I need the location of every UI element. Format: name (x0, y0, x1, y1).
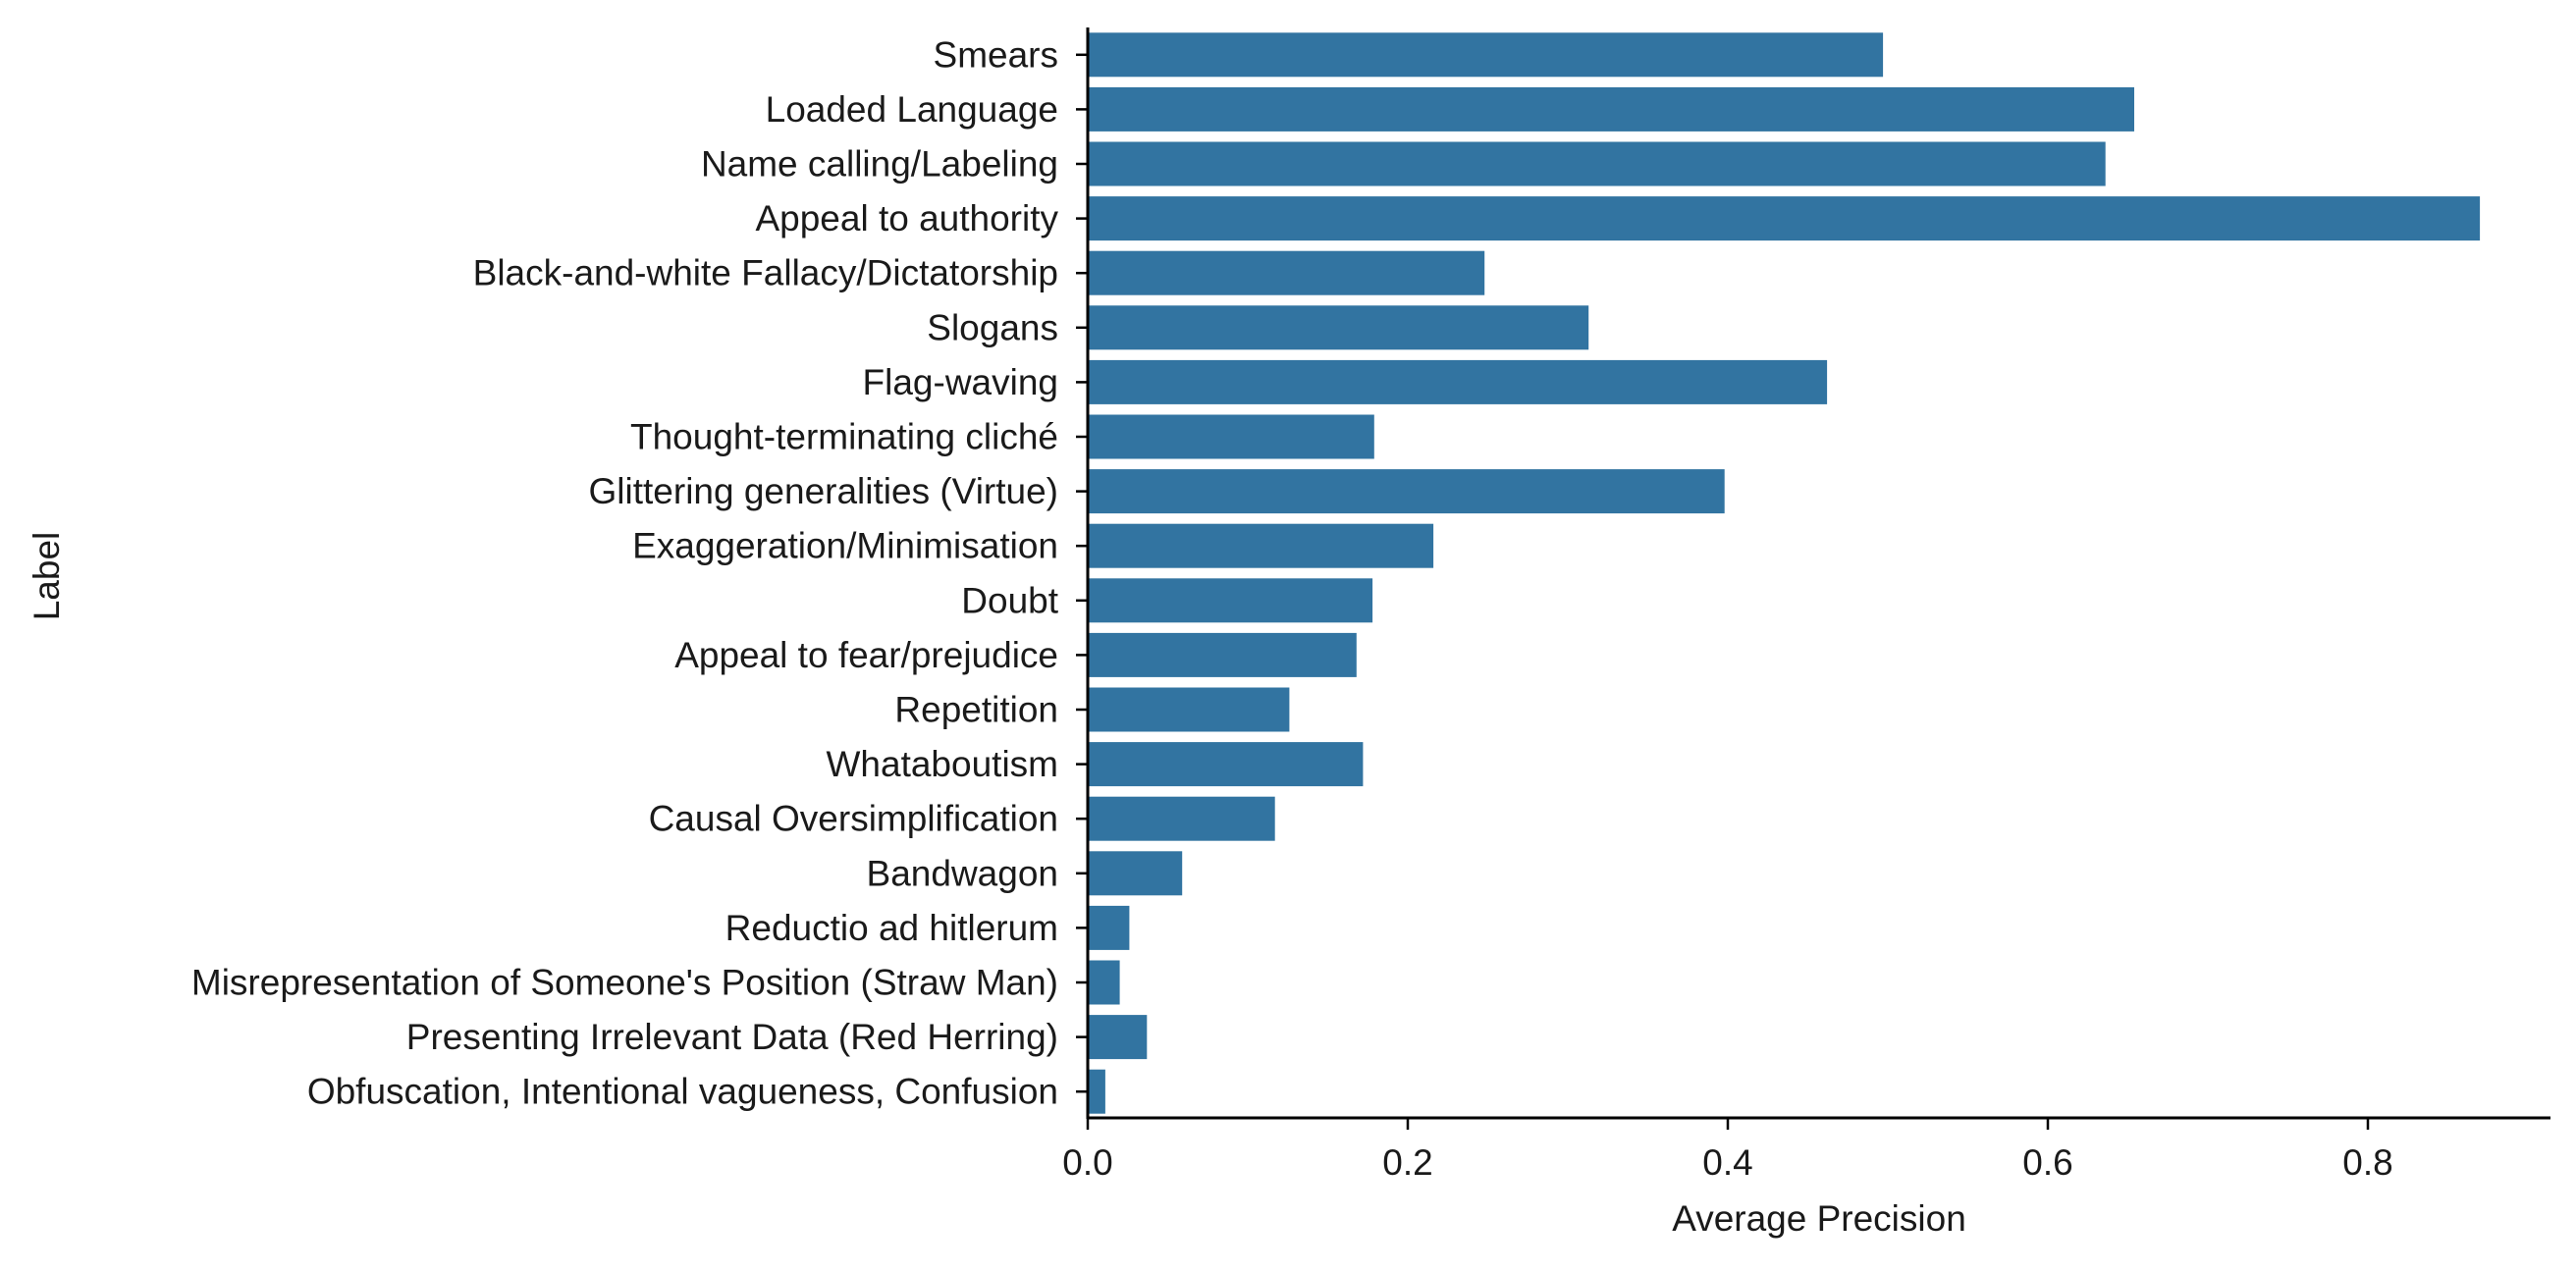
x-tick-label: 0.4 (1702, 1142, 1752, 1183)
bar (1088, 905, 1130, 950)
bar (1088, 796, 1275, 841)
bar (1088, 687, 1290, 732)
bar (1088, 196, 2481, 241)
y-ticks-layer: Smears Loaded Language Name calling/Labeli… (191, 34, 1088, 1112)
bar (1088, 742, 1364, 787)
x-tick-label: 0.0 (1062, 1142, 1112, 1183)
y-tick-label: Repetition (894, 690, 1058, 730)
bar (1088, 960, 1120, 1005)
y-tick-label: Misrepresentation of Someone's Position … (191, 963, 1058, 1003)
bar (1088, 523, 1434, 568)
y-tick-label: Reductio ad hitlerum (725, 908, 1058, 948)
bar (1088, 851, 1183, 896)
y-tick-label: Loaded Language (766, 89, 1058, 130)
bar (1088, 141, 2106, 186)
y-tick-label: Causal Oversimplification (649, 799, 1058, 839)
bar (1088, 1069, 1105, 1114)
y-tick-label: Presenting Irrelevant Data (Red Herring) (406, 1017, 1058, 1057)
y-tick-label: Slogans (927, 307, 1058, 347)
y-tick-label: Thought-terminating cliché (630, 417, 1058, 457)
y-tick-label: Glittering generalities (Virtue) (589, 471, 1058, 511)
x-axis-title: Average Precision (1672, 1198, 1966, 1239)
bar (1088, 32, 1884, 78)
x-tick-label: 0.6 (2022, 1142, 2072, 1183)
bar (1088, 632, 1357, 677)
bars-layer (1088, 32, 2481, 1114)
y-axis-title: Label (27, 532, 67, 621)
y-tick-label: Doubt (961, 580, 1058, 620)
y-tick-label: Bandwagon (867, 853, 1058, 893)
y-tick-label: Obfuscation, Intentional vagueness, Conf… (307, 1072, 1058, 1112)
bar (1088, 86, 2134, 132)
y-tick-label: Appeal to authority (755, 198, 1058, 238)
y-tick-label: Black-and-white Fallacy/Dictatorship (473, 253, 1058, 293)
y-tick-label: Flag-waving (863, 362, 1058, 402)
bar (1088, 305, 1589, 350)
y-tick-label: Appeal to fear/prejudice (674, 635, 1058, 675)
bar (1088, 250, 1485, 295)
y-tick-label: Whataboutism (827, 744, 1059, 784)
y-tick-label: Exaggeration/Minimisation (632, 526, 1058, 566)
bar (1088, 414, 1374, 459)
bar (1088, 359, 1828, 404)
x-ticks-layer: 0.0 0.2 0.4 0.6 0.8 (1062, 1118, 2393, 1183)
bar (1088, 469, 1725, 514)
x-tick-label: 0.2 (1382, 1142, 1432, 1183)
y-tick-label: Name calling/Labeling (701, 144, 1058, 185)
bar (1088, 578, 1373, 623)
x-tick-label: 0.8 (2342, 1142, 2392, 1183)
bar (1088, 1015, 1148, 1060)
y-tick-label: Smears (934, 34, 1058, 75)
